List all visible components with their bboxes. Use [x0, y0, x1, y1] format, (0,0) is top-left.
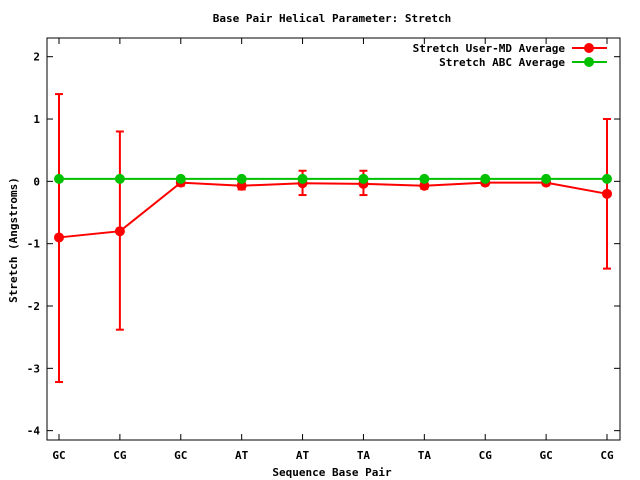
x-tick-label: GC	[539, 449, 552, 462]
y-tick-label: 2	[33, 51, 40, 64]
chart-title: Base Pair Helical Parameter: Stretch	[213, 12, 451, 25]
data-point	[54, 232, 64, 243]
x-axis-label: Sequence Base Pair	[272, 466, 392, 479]
data-point	[602, 188, 612, 199]
y-tick-label: 1	[33, 113, 40, 126]
y-axis-ticks: -4 -3 -2 -1 0 1 2	[27, 51, 620, 438]
y-tick-label: 0	[33, 175, 40, 188]
y-tick-label: -4	[27, 425, 41, 438]
series-layer	[54, 93, 612, 384]
x-tick-label: AT	[235, 449, 249, 462]
data-point	[297, 173, 308, 184]
series-group-0	[54, 93, 612, 384]
legend-swatch-marker	[584, 43, 594, 53]
x-tick-label: CG	[113, 449, 127, 462]
x-tick-label: TA	[357, 449, 371, 462]
data-point	[54, 173, 64, 184]
y-axis-label: Stretch (Angstroms)	[7, 177, 20, 303]
y-tick-label: -3	[27, 362, 40, 375]
legend-label: Stretch ABC Average	[439, 56, 565, 69]
data-point	[358, 173, 369, 184]
x-tick-label: GC	[174, 449, 187, 462]
data-point	[419, 173, 430, 184]
y-tick-label: -1	[27, 238, 41, 251]
data-point	[602, 173, 612, 184]
data-point	[541, 173, 552, 184]
data-point	[419, 180, 430, 191]
data-point	[114, 226, 125, 237]
series-group-1	[54, 173, 612, 184]
data-point	[480, 173, 491, 184]
data-point	[236, 180, 247, 191]
x-tick-label: GC	[52, 449, 65, 462]
data-point	[175, 173, 186, 184]
y-tick-label: -2	[27, 300, 40, 313]
legend-swatch-marker	[584, 57, 594, 67]
x-axis-ticks: GC CG GC AT AT TA TA CG GC CG	[52, 38, 614, 462]
series-line	[58, 181, 608, 239]
data-point	[114, 173, 125, 184]
plot-area-frame	[46, 37, 621, 441]
x-tick-label: CG	[479, 449, 493, 462]
x-tick-label: TA	[418, 449, 432, 462]
x-tick-label: CG	[600, 449, 614, 462]
x-tick-label: AT	[296, 449, 310, 462]
legend-label: Stretch User-MD Average	[413, 42, 566, 55]
data-point	[236, 173, 247, 184]
